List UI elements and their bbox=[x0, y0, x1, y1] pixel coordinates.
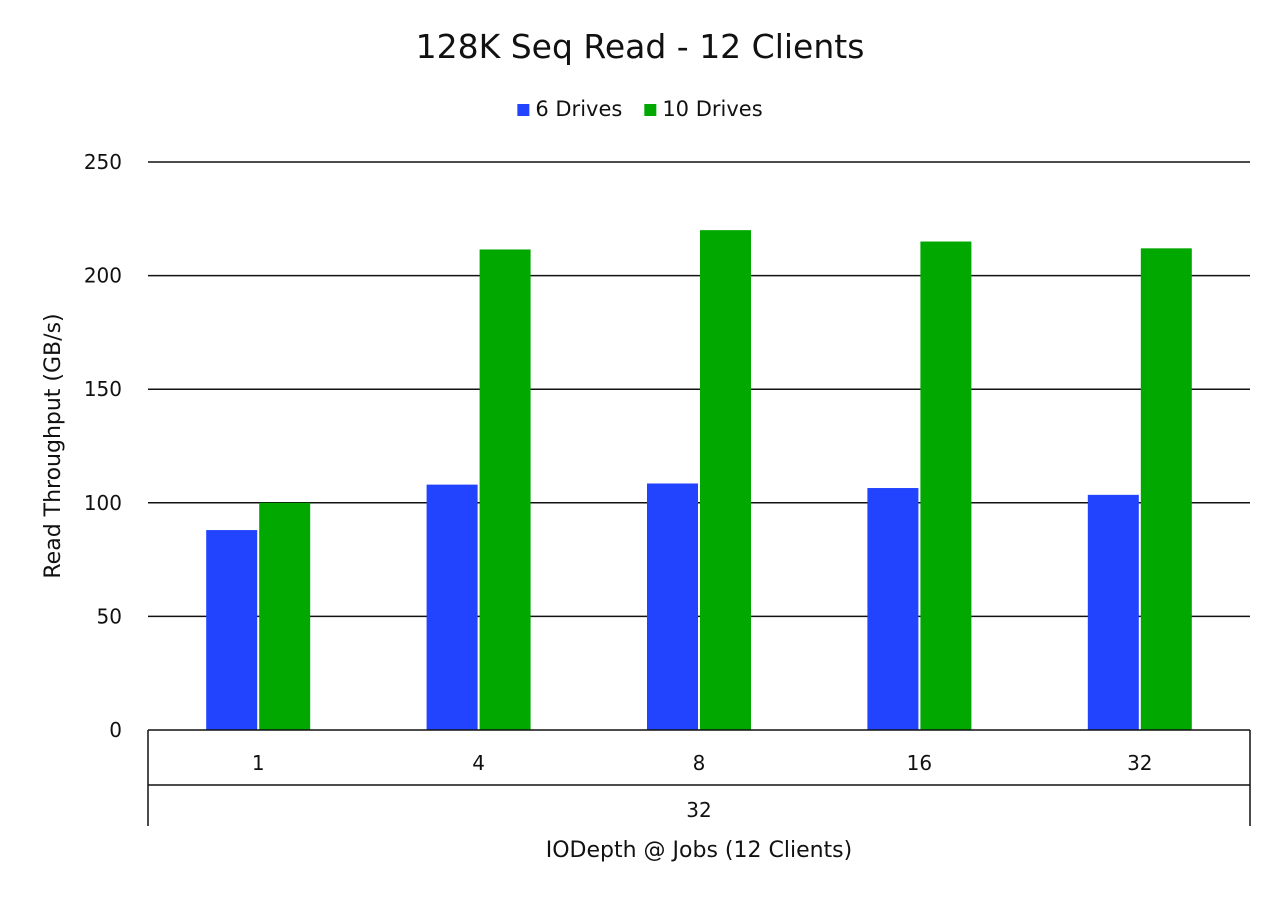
y-tick-label: 150 bbox=[84, 377, 122, 401]
legend-item-10-drives: 10 Drives bbox=[644, 97, 763, 121]
x-tick-label: 16 bbox=[907, 751, 932, 775]
x-axis: 1 4 8 16 32 32 bbox=[147, 729, 1251, 826]
bar-6-drives-4 bbox=[426, 484, 478, 730]
x-axis-label: IODepth @ Jobs (12 Clients) bbox=[546, 838, 852, 863]
y-tick-label: 200 bbox=[84, 264, 122, 288]
y-tick-label: 250 bbox=[84, 150, 122, 174]
bar-10-drives-32 bbox=[1140, 248, 1192, 730]
bar-6-drives-8 bbox=[647, 483, 698, 730]
legend-label: 6 Drives bbox=[535, 97, 622, 121]
bar-6-drives-1 bbox=[206, 530, 258, 730]
bars bbox=[206, 230, 1192, 731]
legend-label: 10 Drives bbox=[662, 97, 762, 121]
x-tick-label: 1 bbox=[252, 751, 265, 775]
legend-swatch bbox=[517, 104, 530, 116]
x-tick-label: 32 bbox=[1127, 751, 1152, 775]
legend-item-6-drives: 6 Drives bbox=[517, 97, 622, 121]
bar-10-drives-4 bbox=[479, 249, 531, 731]
y-tick-label: 50 bbox=[97, 604, 122, 628]
bar-6-drives-16 bbox=[867, 488, 919, 730]
y-axis-ticks: 0 50 100 150 200 250 bbox=[84, 150, 122, 742]
y-axis-label: Read Throughput (GB/s) bbox=[41, 313, 66, 578]
bar-10-drives-8 bbox=[700, 230, 751, 730]
legend: 6 Drives 10 Drives bbox=[517, 97, 763, 121]
bar-10-drives-16 bbox=[920, 241, 972, 730]
gridlines bbox=[148, 161, 1250, 618]
y-tick-label: 100 bbox=[84, 491, 122, 515]
bar-10-drives-1 bbox=[259, 502, 311, 730]
x-tick-label: 4 bbox=[472, 751, 485, 775]
chart-title: 128K Seq Read - 12 Clients bbox=[416, 27, 865, 66]
y-tick-label: 0 bbox=[109, 718, 122, 742]
legend-swatch bbox=[644, 104, 657, 116]
x-tick-label: 8 bbox=[693, 751, 706, 775]
x-group-label: 32 bbox=[686, 798, 711, 822]
bar-6-drives-32 bbox=[1087, 494, 1139, 730]
